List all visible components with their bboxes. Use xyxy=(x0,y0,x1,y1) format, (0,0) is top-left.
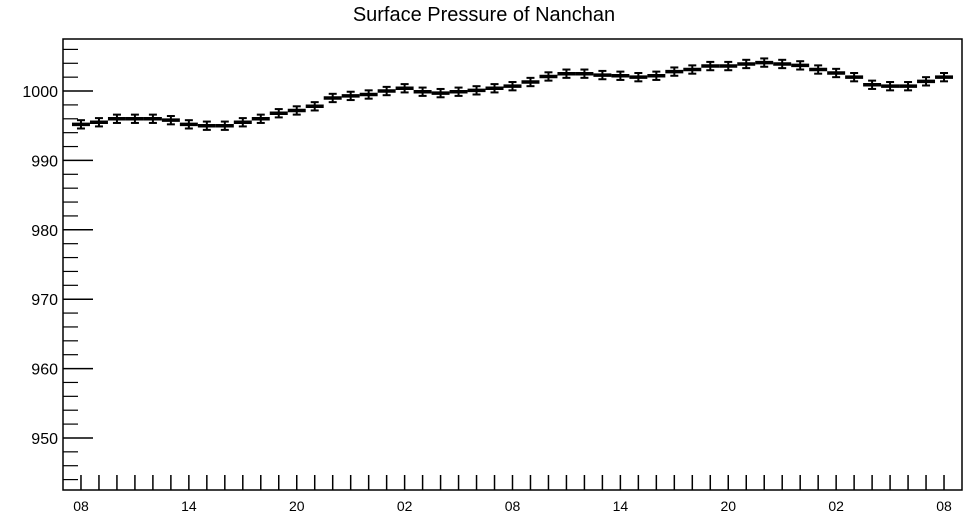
data-point xyxy=(503,81,522,92)
y-tick-label: 980 xyxy=(31,223,58,240)
x-tick-label: 20 xyxy=(289,498,305,514)
data-point xyxy=(287,105,306,116)
y-tick-label: 950 xyxy=(31,431,58,448)
data-point xyxy=(467,85,486,96)
data-point xyxy=(827,67,846,79)
y-tick-label: 960 xyxy=(31,362,58,379)
data-point xyxy=(197,120,216,131)
data-point xyxy=(413,86,432,97)
x-tick-label: 08 xyxy=(936,498,952,514)
plot-frame xyxy=(62,38,963,491)
x-tick-label: 02 xyxy=(828,498,844,514)
data-point xyxy=(431,87,450,99)
data-point xyxy=(683,64,702,75)
data-point xyxy=(629,71,648,83)
data-point xyxy=(593,69,612,81)
data-point xyxy=(719,60,738,72)
data-point xyxy=(161,115,180,126)
data-point xyxy=(665,66,684,77)
data-point xyxy=(485,83,504,94)
data-point xyxy=(863,79,882,90)
y-tick-label: 970 xyxy=(31,292,58,309)
data-point xyxy=(935,71,954,83)
data-point xyxy=(791,60,810,71)
x-tick-label: 08 xyxy=(505,498,521,514)
data-point xyxy=(341,90,360,102)
data-point xyxy=(647,70,666,81)
data-point xyxy=(71,119,90,130)
data-point xyxy=(917,76,936,87)
data-point xyxy=(305,101,324,112)
data-point xyxy=(809,64,828,75)
data-point xyxy=(125,113,144,124)
y-tick-label: 990 xyxy=(31,153,58,170)
data-point xyxy=(611,70,630,81)
data-point xyxy=(215,120,234,131)
data-point xyxy=(377,85,396,97)
y-tick-label: 1000 xyxy=(22,84,58,101)
data-point xyxy=(521,76,540,88)
data-point xyxy=(395,83,414,94)
data-point xyxy=(89,117,108,128)
data-point xyxy=(881,81,900,92)
data-point xyxy=(575,68,594,79)
data-point xyxy=(359,89,378,100)
data-point xyxy=(557,68,576,79)
data-point xyxy=(323,92,342,104)
data-point xyxy=(899,81,918,92)
data-point xyxy=(773,58,792,70)
data-point xyxy=(539,71,558,82)
data-point xyxy=(449,86,468,97)
chart-title: Surface Pressure of Nanchan xyxy=(352,4,616,26)
data-point xyxy=(107,113,126,124)
x-tick-label: 02 xyxy=(397,498,413,514)
data-point xyxy=(737,58,756,70)
x-tick-label: 14 xyxy=(181,498,197,514)
data-point xyxy=(755,57,774,68)
data-point xyxy=(233,117,252,128)
x-tick-label: 14 xyxy=(613,498,629,514)
x-tick-label: 08 xyxy=(73,498,89,514)
data-point xyxy=(143,113,162,124)
data-point xyxy=(179,119,198,130)
data-point xyxy=(251,113,270,124)
data-point xyxy=(269,108,288,119)
data-point xyxy=(845,71,864,83)
x-tick-label: 20 xyxy=(720,498,736,514)
data-point xyxy=(701,60,720,72)
